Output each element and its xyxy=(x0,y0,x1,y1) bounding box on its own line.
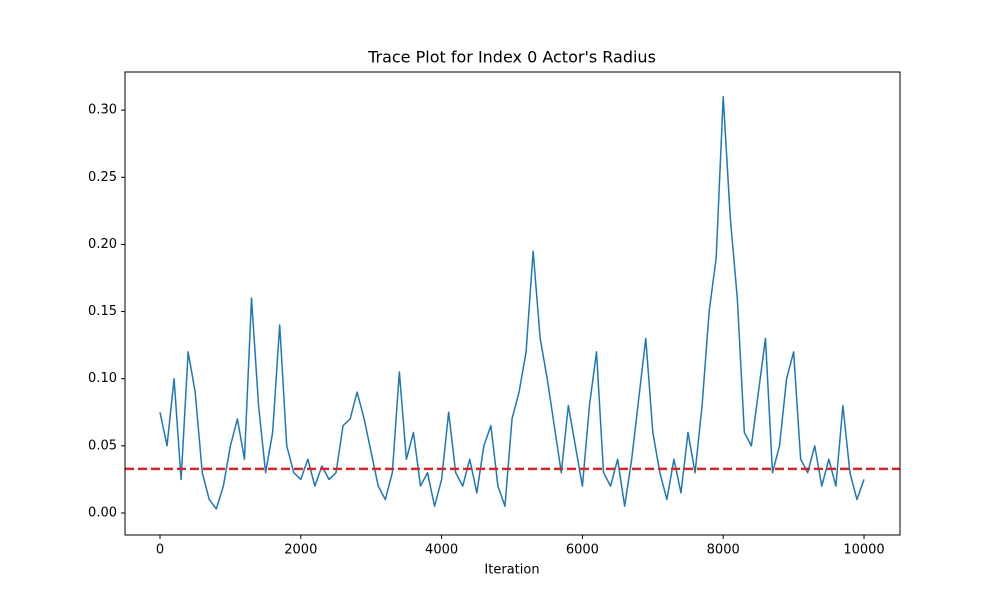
x-tick-label: 2000 xyxy=(284,543,317,558)
x-tick-label: 10000 xyxy=(843,543,884,558)
y-tick-label: 0.15 xyxy=(88,304,117,319)
chart-title: Trace Plot for Index 0 Actor's Radius xyxy=(367,48,656,67)
y-tick-label: 0.00 xyxy=(88,505,117,520)
y-tick-label: 0.25 xyxy=(88,170,117,185)
x-tick-label: 0 xyxy=(156,543,164,558)
y-tick-label: 0.05 xyxy=(88,438,117,453)
x-tick-label: 6000 xyxy=(566,543,599,558)
y-tick-label: 0.10 xyxy=(88,371,117,386)
x-axis-label: Iteration xyxy=(484,563,539,578)
trace-line xyxy=(159,95,865,510)
plot-frame xyxy=(124,71,901,536)
x-tick-label: 8000 xyxy=(707,543,740,558)
x-tick-label: 4000 xyxy=(425,543,458,558)
y-tick-label: 0.30 xyxy=(88,103,117,118)
y-tick-label: 0.20 xyxy=(88,237,117,252)
